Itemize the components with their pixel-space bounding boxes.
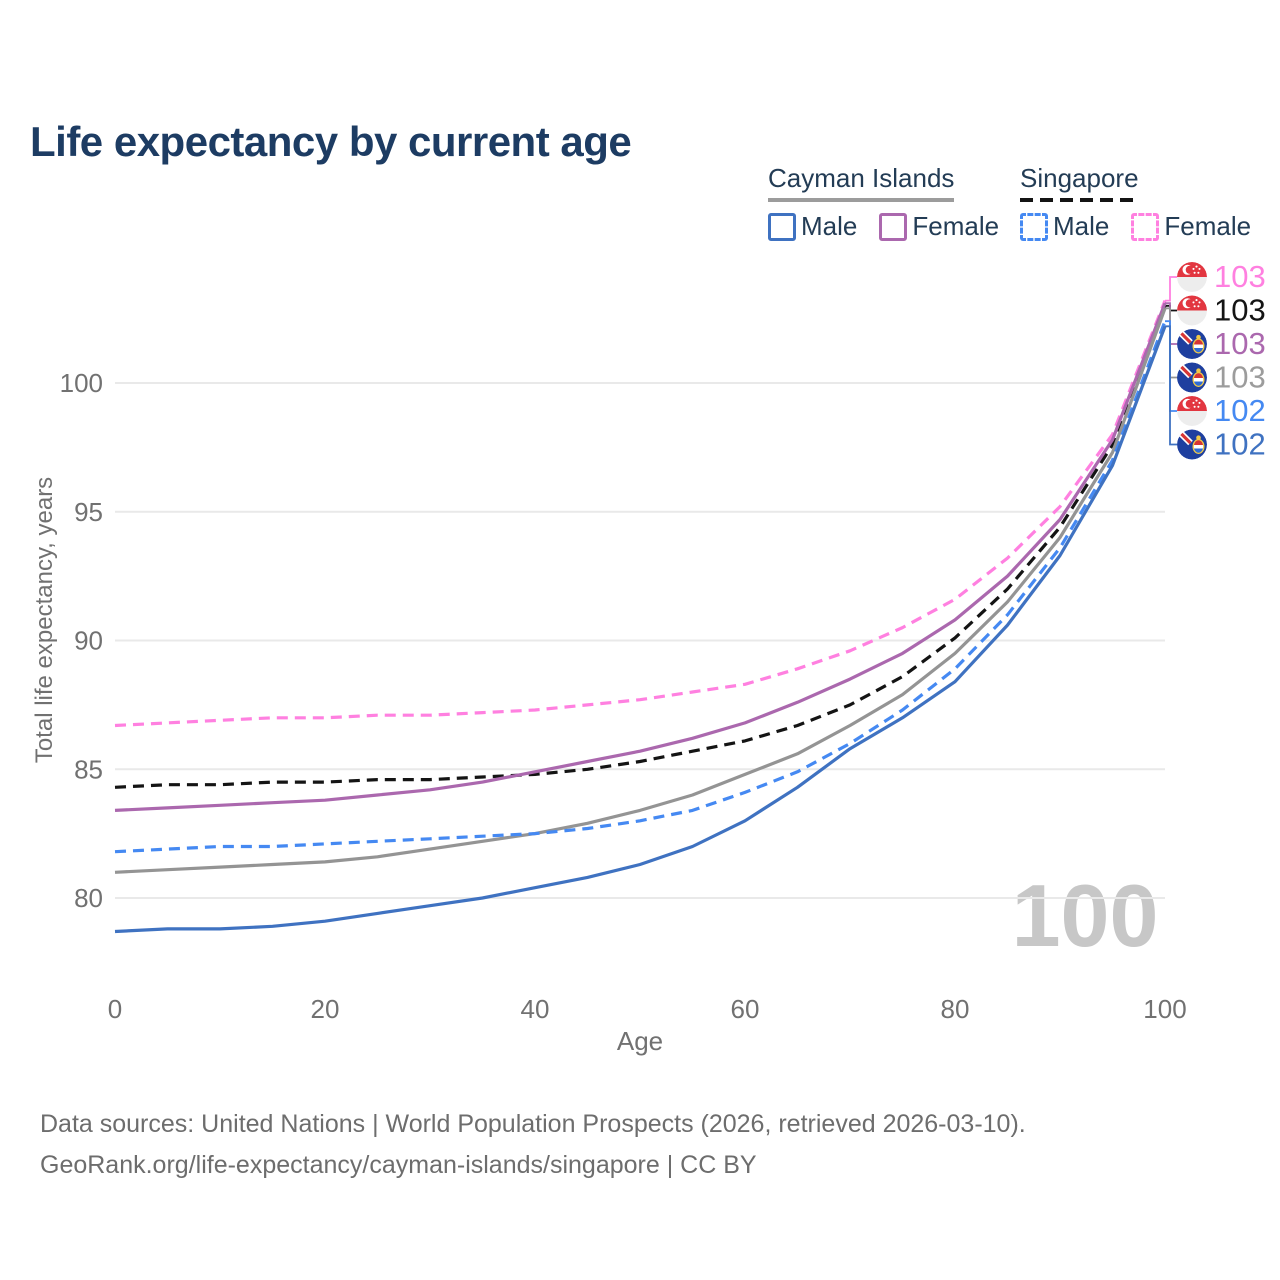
y-tick-label: 95 (74, 497, 103, 527)
y-tick-label: 80 (74, 883, 103, 913)
end-value-label: 103 (1214, 259, 1266, 294)
y-tick-label: 100 (60, 368, 103, 398)
y-axis-title: Total life expectancy, years (31, 477, 58, 763)
end-value-label: 103 (1214, 293, 1266, 328)
legend-group-singapore: Singapore Male Female (1020, 163, 1251, 242)
end-label-leader-line (1165, 302, 1177, 345)
x-axis-title: Age (617, 1026, 663, 1056)
attribution-text: GeoRank.org/life-expectancy/cayman-islan… (40, 1151, 757, 1179)
legend-underline-1 (1020, 198, 1139, 202)
x-tick-label: 20 (311, 994, 340, 1024)
legend-swatch-1-0[interactable] (1020, 212, 1048, 241)
end-label-leader-line (1165, 325, 1177, 446)
end-value-label: 103 (1214, 326, 1266, 361)
x-tick-label: 80 (941, 994, 970, 1024)
x-tick-label: 100 (1143, 994, 1186, 1024)
y-tick-label: 85 (74, 754, 103, 784)
legend-underline-0 (768, 198, 955, 202)
legend-item-singapore-male[interactable]: Male (1020, 211, 1109, 242)
legend-item-label: Female (1164, 211, 1252, 241)
singapore-flag-icon (1177, 262, 1207, 292)
data-sources-text: Data sources: United Nations | World Pop… (40, 1110, 1026, 1138)
series-line-singapore-male (114, 320, 1167, 854)
legend-header-singapore[interactable]: Singapore (1020, 163, 1139, 193)
age-frame-watermark: 100 (1012, 866, 1159, 965)
series-line-cayman-islands-male (114, 325, 1167, 934)
legend-item-label: Female (912, 211, 1000, 241)
series-line-cayman-islands-female (114, 302, 1167, 812)
x-tick-label: 60 (731, 994, 760, 1024)
legend-group-cayman-islands: Cayman Islands Male Female (768, 163, 999, 242)
end-label-leader-line (1165, 276, 1177, 302)
singapore-flag-icon (1177, 396, 1207, 426)
legend-swatch-0-1[interactable] (879, 212, 908, 241)
legend-header-cayman-islands[interactable]: Cayman Islands (768, 163, 955, 193)
page-title: Life expectancy by current age (30, 118, 632, 166)
legend-swatch-1-1[interactable] (1131, 212, 1160, 241)
end-label-leader-line (1165, 307, 1177, 379)
legend-item-cayman-islands-female[interactable]: Female (879, 211, 999, 242)
end-value-label: 103 (1214, 360, 1266, 395)
end-value-label: 102 (1214, 427, 1266, 462)
end-label-leader-line (1165, 320, 1177, 412)
y-tick-label: 90 (74, 626, 103, 656)
end-value-label: 102 (1214, 393, 1266, 428)
cayman-islands-flag-icon (1177, 429, 1207, 460)
cayman-islands-flag-icon (1177, 362, 1207, 393)
series-line-singapore (114, 305, 1167, 789)
legend-item-singapore-female[interactable]: Female (1131, 211, 1251, 242)
x-tick-label: 40 (521, 994, 550, 1024)
footer: Data sources: United Nations | World Pop… (40, 1104, 1026, 1186)
series-line-cayman-islands (114, 307, 1167, 874)
singapore-flag-icon (1177, 295, 1207, 326)
series-line-singapore-female (114, 300, 1167, 728)
x-tick-label: 0 (108, 994, 122, 1024)
cayman-islands-flag-icon (1177, 329, 1207, 359)
legend-swatch-0-0[interactable] (768, 212, 796, 241)
legend-item-cayman-islands-male[interactable]: Male (768, 211, 857, 242)
legend-item-label: Male (1053, 211, 1110, 241)
legend-item-label: Male (801, 211, 858, 241)
